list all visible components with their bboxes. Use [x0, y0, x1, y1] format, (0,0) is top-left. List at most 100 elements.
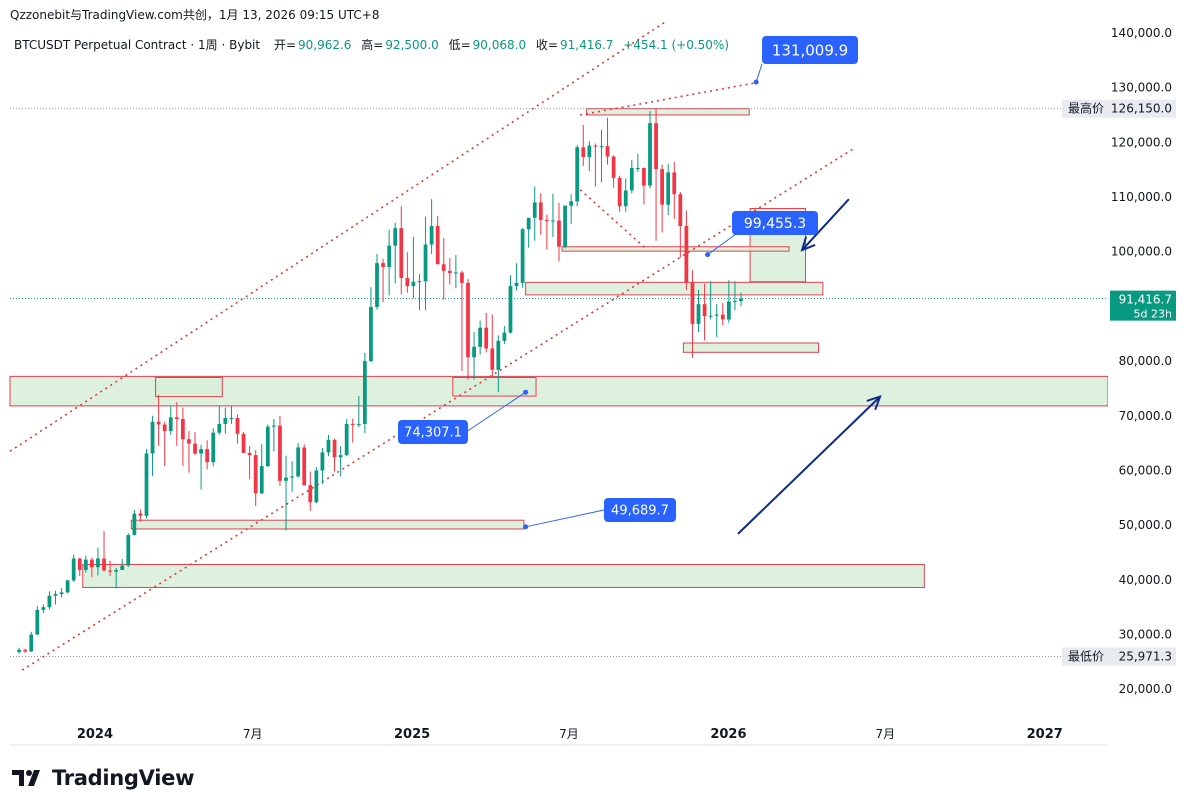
candle-body [132, 513, 137, 535]
candle-body [369, 306, 373, 362]
candle-body [581, 147, 586, 158]
callout-anchor [523, 389, 529, 395]
callout-leader [465, 391, 526, 433]
candle-body [356, 423, 361, 426]
candle-body [696, 304, 701, 324]
candle-body [114, 569, 119, 572]
candle-body [199, 449, 203, 454]
brand-name: TradingView [52, 766, 195, 790]
candle-body [326, 439, 331, 453]
candle-body [708, 315, 713, 317]
candle-body [96, 558, 100, 568]
tradingview-brand[interactable]: TradingView [12, 766, 194, 790]
close-label: 收= [535, 38, 558, 52]
time-tick-label: 2025 [394, 727, 430, 742]
last-price-tag-bg [1110, 290, 1176, 321]
callout-anchor [753, 79, 759, 85]
trend-line [579, 189, 648, 251]
atl-tag-bg [1062, 647, 1176, 666]
candle-body [59, 592, 64, 595]
candle-body [120, 565, 125, 570]
price-tick-label: 30,000.0 [1119, 628, 1172, 642]
candle-body [520, 229, 525, 283]
candle-body [472, 346, 476, 358]
candle-body [417, 281, 422, 283]
candle-body [174, 417, 179, 420]
candle-body [290, 476, 294, 478]
candle-body [672, 172, 677, 195]
candle-body [629, 168, 634, 191]
candle-body [126, 534, 131, 566]
candle-body [441, 264, 446, 271]
candle-body [375, 263, 379, 307]
candle-body [278, 425, 282, 481]
callout-label: 131,009.9 [772, 41, 848, 59]
candle-body [393, 228, 398, 246]
ath-tag-bg [1062, 99, 1176, 118]
candle-body [666, 172, 671, 205]
atl-tag-label: 最低价 [1068, 650, 1104, 664]
low-value: 90,068.0 [472, 38, 527, 52]
candle-body [714, 314, 719, 316]
candle-body [308, 485, 313, 503]
callouts-layer: 131,009.9 99,455.3 74,307.1 49,689.7 [398, 36, 858, 530]
candle-body [411, 281, 416, 287]
candle-body [265, 426, 270, 467]
candle-body [387, 245, 392, 267]
price-tick-label: 110,000.0 [1111, 190, 1172, 204]
arrow-line [737, 395, 881, 535]
open-label: 开= [273, 38, 296, 52]
candle-body [108, 570, 112, 572]
candle-body [399, 228, 404, 278]
last-price-tag-text: 5d 23h [1134, 308, 1172, 321]
price-tick-label: 130,000.0 [1111, 81, 1172, 95]
candle-body [205, 449, 210, 463]
time-tick-label: 2027 [1027, 727, 1063, 742]
candle-body [526, 217, 531, 230]
candle-body [563, 205, 567, 247]
callout-anchor [523, 524, 529, 530]
candle-body [611, 156, 616, 178]
channel-line [21, 148, 854, 671]
support-zone [155, 376, 223, 398]
time-tick-label: 7月 [875, 727, 895, 741]
candle-body [557, 220, 561, 247]
arrowhead [800, 236, 816, 252]
candle-body [514, 282, 519, 287]
price-axis-bg [1108, 0, 1200, 745]
candle-body [702, 304, 707, 317]
support-zone [561, 246, 790, 252]
candle-body [599, 146, 604, 148]
candle-body [41, 607, 46, 610]
candle-body [193, 443, 197, 454]
candle-body [144, 453, 149, 516]
candle-body [90, 559, 94, 568]
price-tick-label: 60,000.0 [1119, 463, 1172, 477]
candle-body [569, 201, 574, 206]
candle-body [635, 168, 640, 170]
arrow-line [801, 198, 850, 251]
high-value: 92,500.0 [385, 38, 439, 52]
candle-body [83, 559, 88, 570]
zones-layer [9, 108, 1109, 588]
candle-body [241, 433, 246, 453]
candle-body [259, 466, 264, 494]
candle-body [223, 417, 228, 424]
callout-leader [525, 509, 605, 528]
candles-layer [17, 108, 743, 654]
candle-body [102, 558, 106, 571]
candle-body [733, 301, 737, 303]
candle-body [272, 425, 276, 427]
ath-tag-label: 最高价 [1068, 101, 1104, 116]
support-zone [130, 519, 525, 530]
candle-body [508, 286, 513, 333]
candle-body [156, 421, 161, 425]
candle-body [17, 649, 21, 652]
support-zone [525, 281, 824, 296]
candle-body [654, 123, 658, 170]
atl-tag-value: 25,971.3 [1119, 650, 1172, 664]
candle-body [211, 432, 216, 463]
candle-body [296, 447, 301, 477]
symbol-title[interactable]: BTCUSDT Perpetual Contract · 1周 · Bybit [14, 38, 261, 52]
